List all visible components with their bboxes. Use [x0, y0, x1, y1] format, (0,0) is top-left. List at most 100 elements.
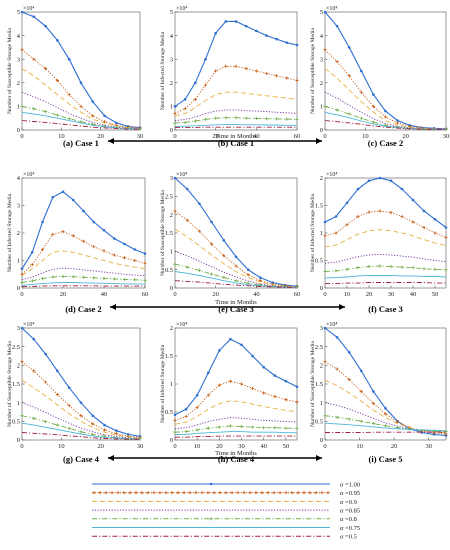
- series-marker-1: [433, 217, 437, 221]
- series-marker-1: [240, 343, 243, 347]
- y-exponent-label: ×10⁴: [326, 172, 337, 178]
- series-marker-1: [210, 220, 213, 224]
- y-tick-label: 4: [170, 33, 174, 40]
- series-line-2: [324, 210, 447, 238]
- series-marker-5: [210, 272, 214, 276]
- series-marker-1: [255, 29, 258, 33]
- panel-d: 0 20 40 60 0 1 2 3 4×10⁴ Number of Infected Stora…: [6, 172, 148, 314]
- legend-marker: [176, 491, 180, 495]
- legend-marker: [182, 491, 186, 495]
- series-marker-2: [295, 78, 299, 83]
- y-tick-label: 1.5: [165, 353, 173, 360]
- series-marker-2: [71, 234, 75, 238]
- series-marker-2: [32, 369, 36, 373]
- x-tick-label: 0: [20, 291, 23, 298]
- series-marker-2: [193, 97, 197, 101]
- y-tick-label: 4: [17, 33, 21, 40]
- series-marker-1: [195, 393, 199, 397]
- legend-marker: [209, 482, 213, 486]
- series-marker-2: [371, 401, 375, 406]
- y-axis-label: Number of Susceptible Storage Media: [159, 190, 166, 276]
- series-marker-1: [323, 326, 327, 330]
- series-marker-1: [372, 390, 375, 393]
- series-marker-2: [20, 48, 24, 52]
- legend-marker: [224, 491, 228, 495]
- plot-frame: [174, 327, 298, 441]
- series-marker-5: [284, 426, 288, 430]
- series-marker-5: [102, 276, 106, 280]
- x-tick-label: 20: [366, 291, 373, 298]
- series-marker-1: [334, 215, 338, 218]
- series-marker-1: [20, 10, 24, 14]
- series-marker-5: [217, 425, 221, 429]
- y-tick-label: 2: [170, 325, 173, 332]
- y-tick-label: 2: [17, 80, 20, 87]
- series-marker-1: [79, 401, 83, 404]
- legend-marker: [278, 491, 282, 495]
- series-marker-5: [335, 415, 339, 419]
- y-tick-label: 4: [320, 33, 324, 40]
- series-marker-2: [254, 69, 258, 73]
- series-marker-2: [411, 220, 415, 224]
- legend-item: α =0.85: [92, 508, 360, 515]
- x-tick-label: 50: [283, 443, 290, 450]
- legend-item: α =0.95: [92, 490, 360, 497]
- legend-marker: [260, 491, 264, 495]
- series-marker-5: [345, 267, 349, 271]
- series-marker-5: [285, 117, 289, 121]
- series-marker-2: [210, 242, 214, 246]
- x-tick-label: 0: [20, 133, 23, 140]
- time-in-months-label: Time in Months: [215, 299, 257, 306]
- series-marker-2: [359, 389, 363, 394]
- series-marker-1: [123, 242, 126, 246]
- series-marker-5: [273, 426, 277, 430]
- series-marker-5: [122, 277, 127, 282]
- y-tick-label: 0: [320, 437, 323, 444]
- series-marker-5: [383, 424, 388, 428]
- series-marker-2: [371, 104, 375, 108]
- series-marker-2: [214, 69, 218, 73]
- y-tick-label: 1.5: [12, 381, 20, 388]
- legend-label: α =0.9: [340, 499, 357, 506]
- series-marker-1: [184, 407, 188, 411]
- series-marker-5: [185, 265, 189, 269]
- y-tick-label: 3: [17, 56, 20, 63]
- series-marker-1: [71, 198, 75, 202]
- series-marker-5: [400, 265, 404, 269]
- plot-frame: [174, 11, 298, 131]
- legend-marker: [254, 491, 258, 495]
- y-axis-label: Number of Infected Storage Media: [159, 31, 166, 110]
- series-marker-5: [411, 266, 415, 270]
- series-marker-5: [79, 430, 83, 434]
- series-marker-1: [20, 326, 24, 330]
- y-tick-label: 2: [320, 175, 323, 182]
- legend-marker: [248, 491, 252, 495]
- panel-f: 0 10 20 30 40 50 0 0.5 1 1.5 2×10⁴ Number of Infect…: [309, 172, 448, 314]
- series-marker-2: [244, 67, 248, 71]
- series-marker-1: [234, 255, 238, 259]
- series-marker-2: [91, 114, 95, 118]
- y-tick-label: 0.5: [165, 409, 173, 416]
- series-marker-2: [264, 71, 269, 75]
- series-marker-1: [67, 57, 71, 61]
- series-marker-5: [197, 268, 201, 272]
- series-marker-5: [323, 104, 327, 108]
- legend-label: α =0.75: [340, 525, 360, 532]
- series-marker-1: [224, 20, 228, 23]
- y-tick-label: 1: [17, 258, 20, 265]
- arrow-right-icon: [316, 455, 322, 461]
- series-line-6: [174, 124, 297, 127]
- y-tick-label: 2.5: [315, 344, 323, 351]
- series-marker-2: [51, 232, 55, 236]
- series-marker-5: [214, 116, 218, 120]
- x-tick-label: 40: [253, 133, 260, 140]
- x-tick-label: 20: [216, 443, 223, 450]
- x-tick-label: 0: [173, 291, 176, 298]
- series-marker-2: [112, 253, 116, 257]
- series-line-2: [21, 361, 141, 438]
- series-marker-1: [204, 57, 207, 61]
- x-tick-label: 20: [212, 133, 219, 140]
- y-tick-label: 2: [320, 363, 323, 370]
- series-marker-5: [195, 428, 199, 432]
- series-marker-1: [234, 20, 238, 23]
